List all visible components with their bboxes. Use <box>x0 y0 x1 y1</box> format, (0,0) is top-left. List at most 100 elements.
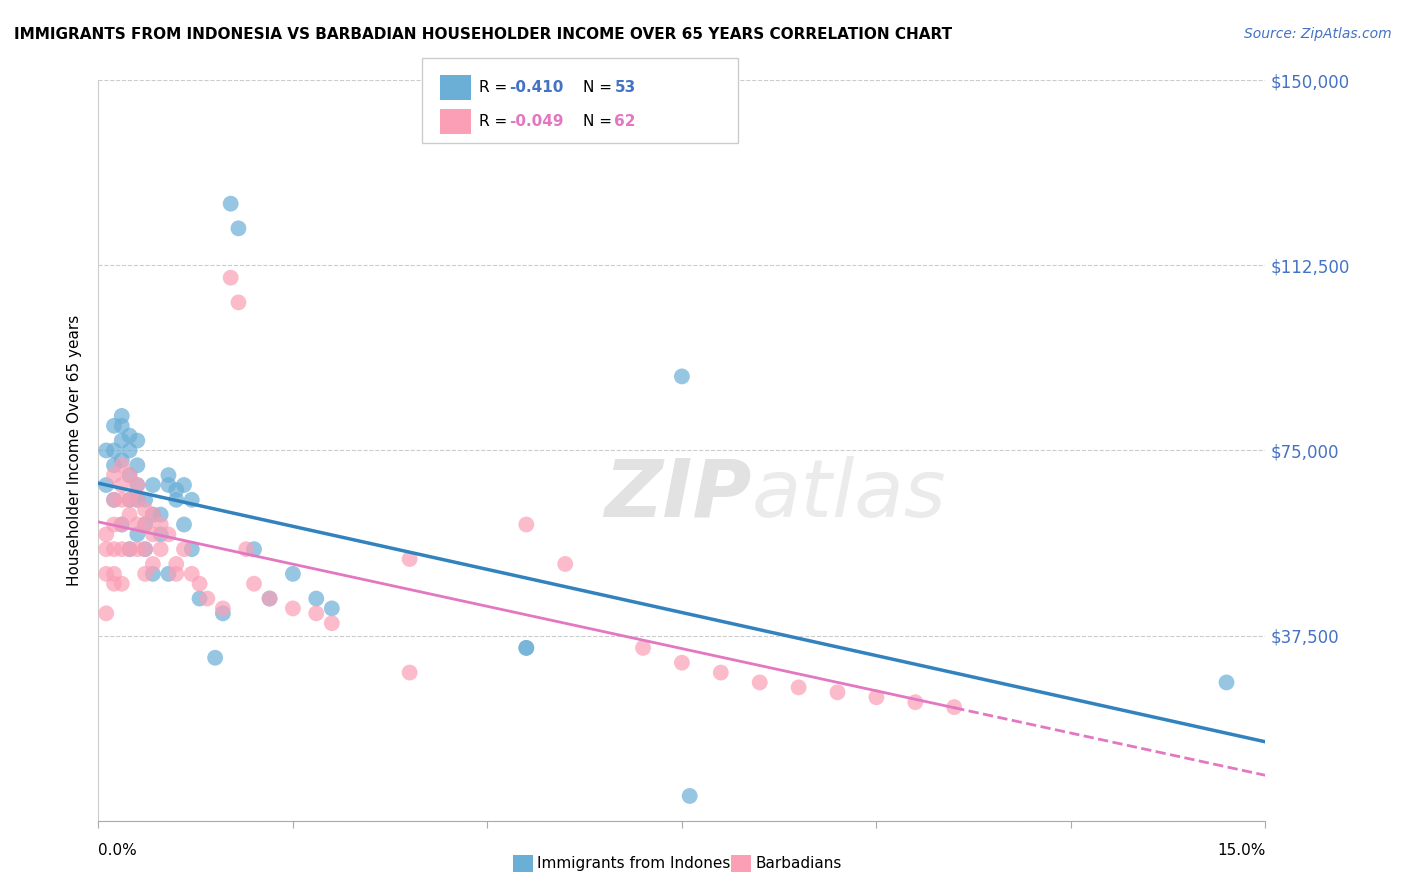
Point <box>127 434 149 448</box>
Point <box>111 478 134 492</box>
Point <box>631 640 654 655</box>
Point <box>305 607 328 621</box>
Point <box>118 468 141 483</box>
Point <box>165 566 187 581</box>
Point <box>180 542 202 557</box>
Point <box>134 492 156 507</box>
Point <box>96 566 118 581</box>
Point <box>259 591 281 606</box>
Point <box>127 542 149 557</box>
Point <box>243 542 266 557</box>
Point <box>671 369 693 384</box>
Point <box>259 591 281 606</box>
Point <box>127 458 149 473</box>
Point <box>180 492 202 507</box>
Text: -0.049: -0.049 <box>509 114 564 128</box>
Point <box>142 527 165 541</box>
Point <box>134 542 156 557</box>
Point <box>103 458 125 473</box>
Point <box>554 557 576 571</box>
Point <box>212 601 235 615</box>
Point <box>305 591 328 606</box>
Point <box>321 601 343 615</box>
Point <box>134 517 156 532</box>
Point <box>180 566 202 581</box>
Point <box>149 527 172 541</box>
Point <box>142 508 165 522</box>
Point <box>111 517 134 532</box>
Point <box>134 542 156 557</box>
Text: IMMIGRANTS FROM INDONESIA VS BARBADIAN HOUSEHOLDER INCOME OVER 65 YEARS CORRELAT: IMMIGRANTS FROM INDONESIA VS BARBADIAN H… <box>14 27 952 42</box>
Text: N =: N = <box>583 114 617 128</box>
Point <box>710 665 733 680</box>
Point <box>188 591 211 606</box>
Point <box>103 492 125 507</box>
Point <box>118 492 141 507</box>
Text: 0.0%: 0.0% <box>98 843 138 858</box>
Point <box>103 468 125 483</box>
Point <box>787 681 810 695</box>
Point <box>111 434 134 448</box>
Point <box>96 607 118 621</box>
Point <box>134 502 156 516</box>
Point <box>134 517 156 532</box>
Point <box>142 508 165 522</box>
Point <box>157 468 180 483</box>
Point <box>118 443 141 458</box>
Point <box>149 508 172 522</box>
Point <box>96 443 118 458</box>
Point <box>111 576 134 591</box>
Point <box>398 665 420 680</box>
Point <box>281 601 304 615</box>
Point <box>111 409 134 423</box>
Point <box>127 478 149 492</box>
Point <box>827 685 849 699</box>
Text: 62: 62 <box>614 114 636 128</box>
Point <box>134 566 156 581</box>
Point <box>118 542 141 557</box>
Point <box>127 492 149 507</box>
Point <box>515 640 537 655</box>
Point <box>219 270 242 285</box>
Point <box>398 552 420 566</box>
Point <box>111 458 134 473</box>
Text: 15.0%: 15.0% <box>1218 843 1265 858</box>
Point <box>142 566 165 581</box>
Text: -0.410: -0.410 <box>509 79 564 95</box>
Text: Immigrants from Indonesia: Immigrants from Indonesia <box>537 856 744 871</box>
Point <box>111 517 134 532</box>
Point <box>219 196 242 211</box>
Point <box>188 576 211 591</box>
Point <box>149 517 172 532</box>
Point <box>321 616 343 631</box>
Point <box>212 607 235 621</box>
Point <box>228 221 250 235</box>
Point <box>165 557 187 571</box>
Point <box>195 591 218 606</box>
Point <box>904 695 927 709</box>
Point <box>118 492 141 507</box>
Text: N =: N = <box>583 79 617 95</box>
Point <box>127 517 149 532</box>
Point <box>157 527 180 541</box>
Point <box>1215 675 1237 690</box>
Point <box>111 418 134 433</box>
Point <box>515 517 537 532</box>
Text: Barbadians: Barbadians <box>755 856 841 871</box>
Point <box>865 690 887 705</box>
Point <box>96 527 118 541</box>
Point <box>228 295 250 310</box>
Point <box>103 566 125 581</box>
Point <box>111 453 134 467</box>
Point <box>235 542 257 557</box>
Text: R =: R = <box>479 114 513 128</box>
Point <box>127 527 149 541</box>
Text: R =: R = <box>479 79 513 95</box>
Point <box>165 483 187 497</box>
Point <box>157 478 180 492</box>
Point <box>243 576 266 591</box>
Point <box>204 650 226 665</box>
Point <box>748 675 770 690</box>
Point <box>127 492 149 507</box>
Point <box>118 468 141 483</box>
